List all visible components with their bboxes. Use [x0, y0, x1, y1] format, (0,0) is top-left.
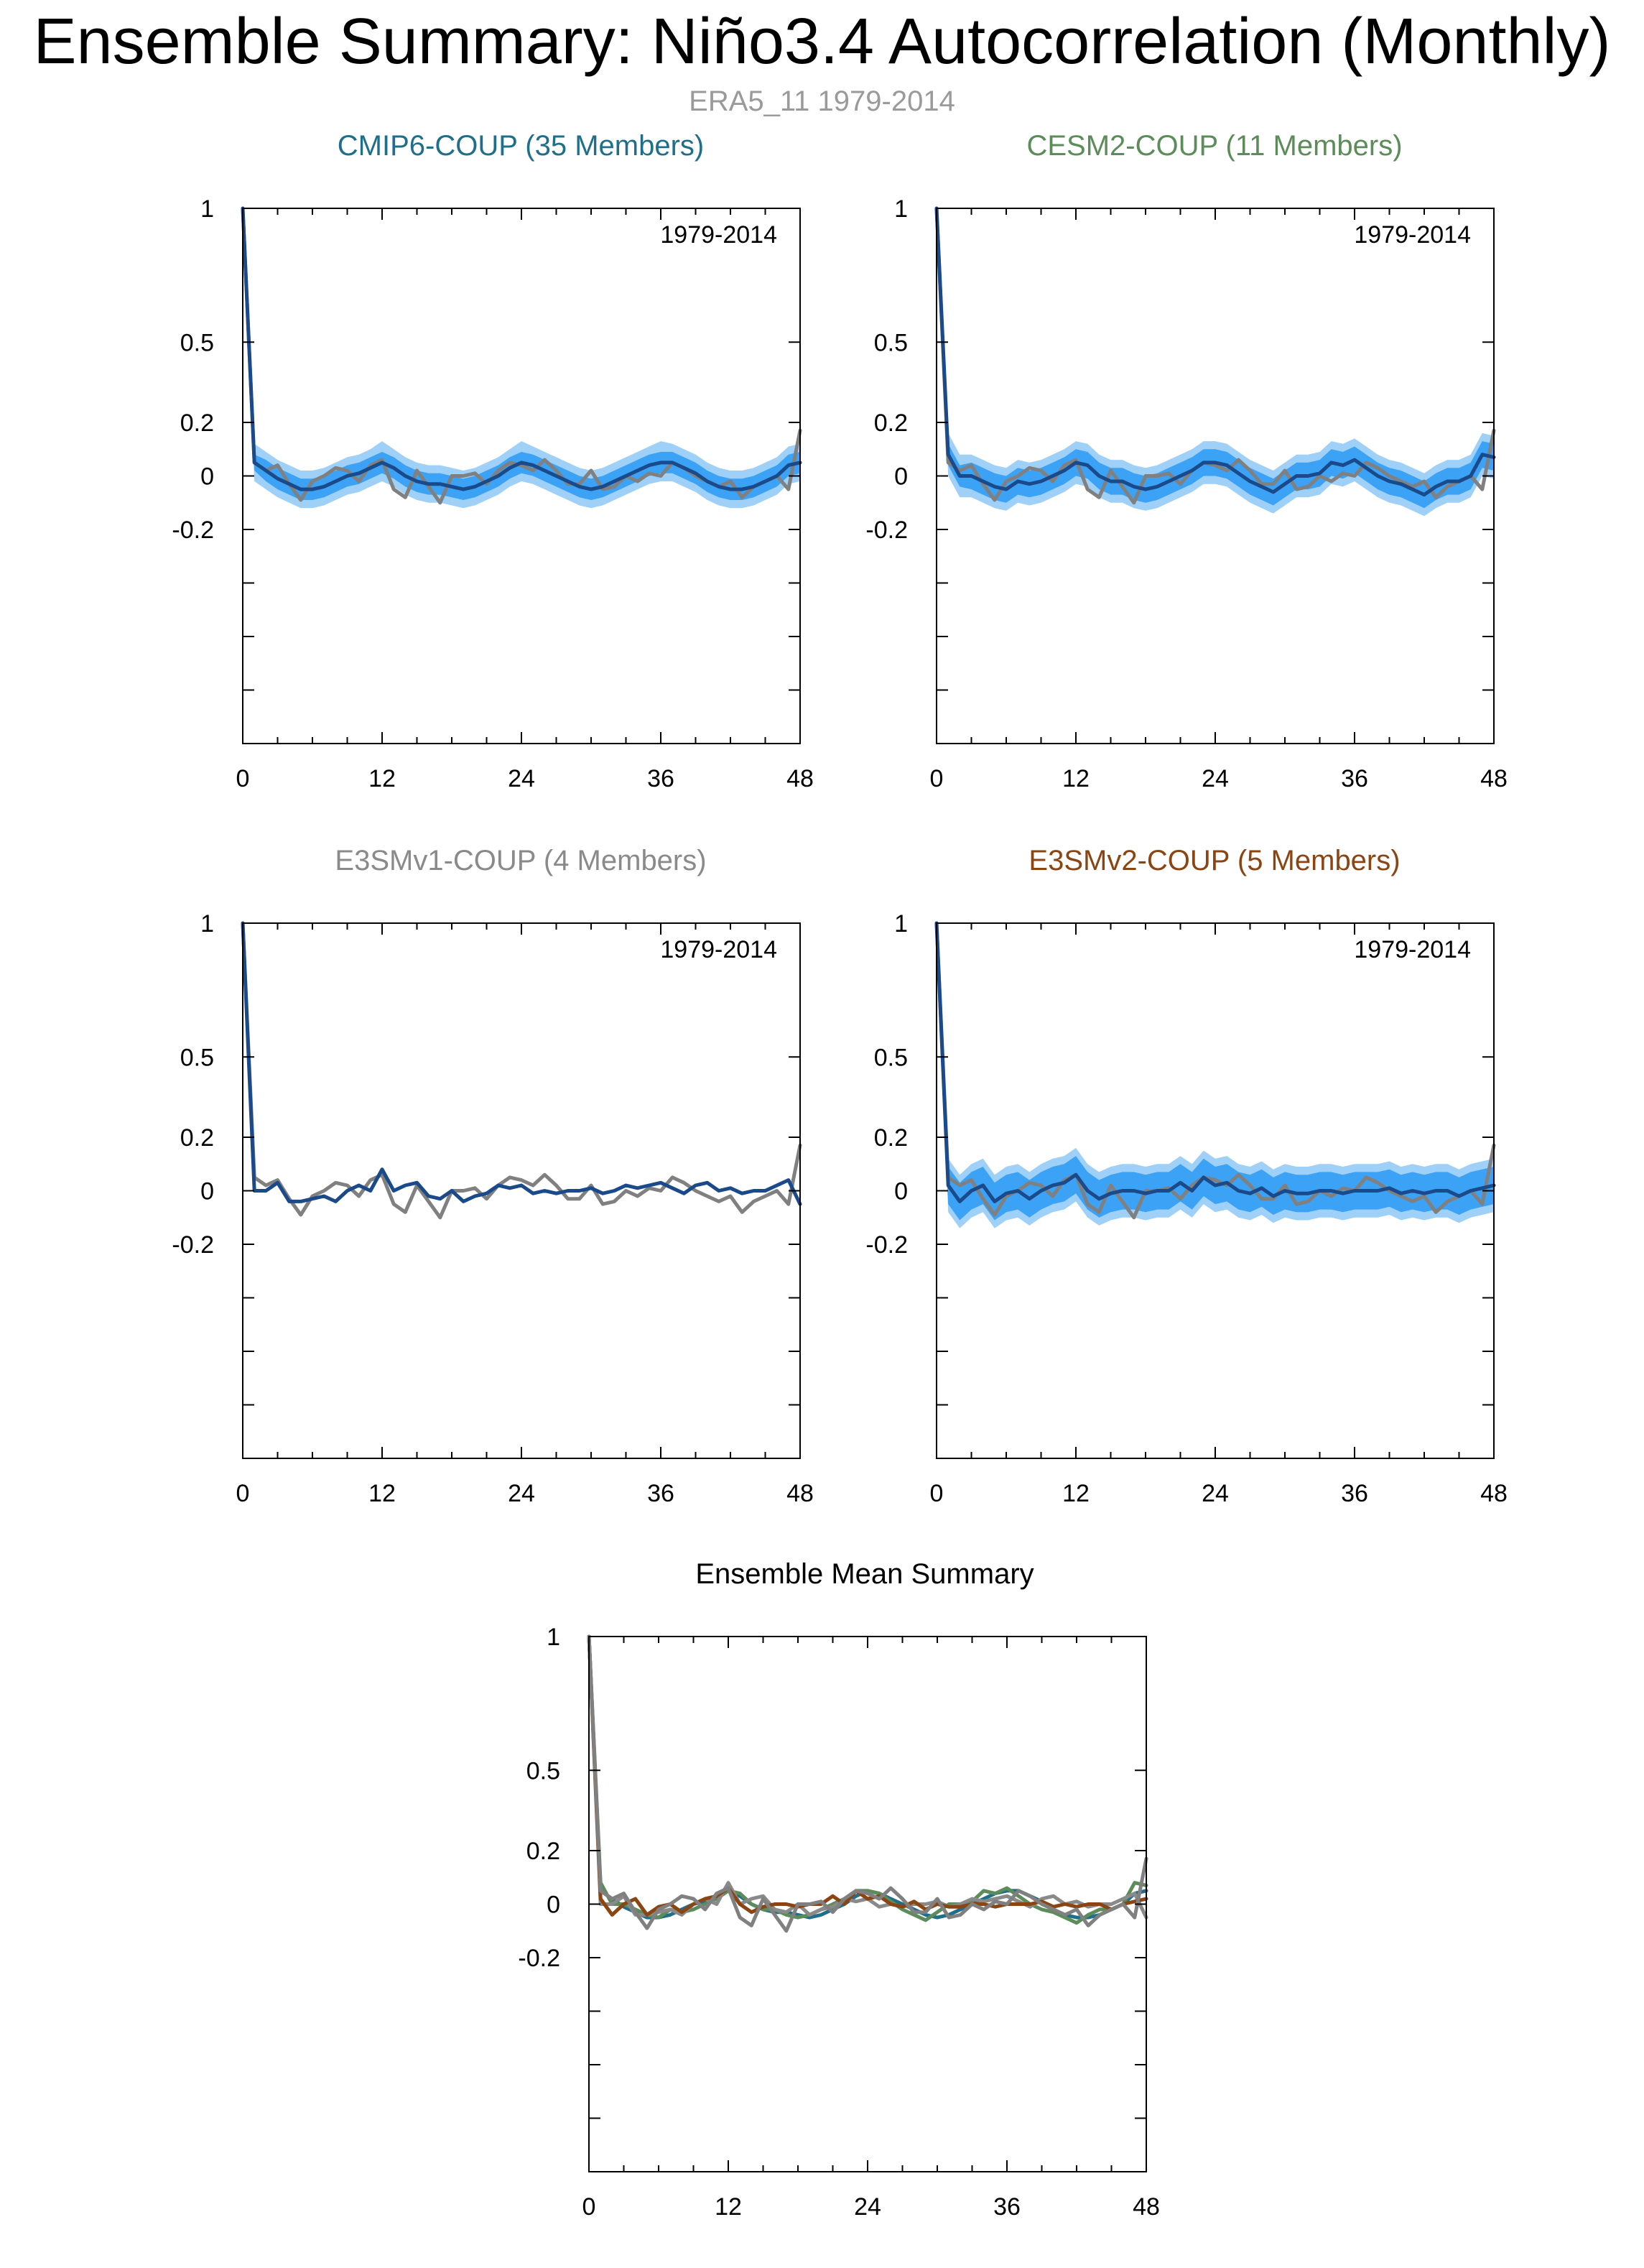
- chart2-x-tick-label: 12: [368, 1480, 396, 1507]
- page-subtitle: ERA5_11 1979-2014: [689, 85, 955, 117]
- chart4-x-tick-label: 24: [854, 2193, 881, 2221]
- chart4-y-tick-label: 0.5: [526, 1757, 560, 1785]
- chart0-x-tick-label: 24: [508, 765, 535, 792]
- chart0-x-tick-label: 12: [368, 765, 396, 792]
- chart0-ensemble-mean-line: [241, 206, 802, 491]
- chart3-y-tick-label: 0.5: [874, 1044, 908, 1071]
- chart1-x-tick-label: 36: [1341, 765, 1368, 792]
- chart4-obs-line: [587, 1634, 1148, 1933]
- chart1-obs-line: [934, 206, 1496, 505]
- chart4-e3smv1-coup-line: [587, 1634, 1148, 1920]
- chart4-y-tick-label: 0.2: [526, 1838, 560, 1865]
- chart0-y-tick-label: 0.2: [180, 409, 214, 437]
- chart1-y-tick-label: -0.2: [865, 517, 908, 544]
- chart1-y-tick-label: 0.5: [874, 329, 908, 356]
- chart4-y-tick-label: 1: [547, 1624, 560, 1651]
- chart1-x-tick-label: 24: [1202, 765, 1229, 792]
- chart4-cmip6-coup-line: [587, 1634, 1148, 1920]
- panel-title-ensemble-mean: Ensemble Mean Summary: [695, 1558, 1034, 1590]
- chart4-x-tick-label: 12: [715, 2193, 742, 2221]
- panel-title-e3smv2: E3SMv2-COUP (5 Members): [1028, 845, 1401, 876]
- chart2-obs-line: [241, 921, 802, 1220]
- chart0-period-label: 1979-2014: [660, 221, 777, 249]
- chart2-y-tick-label: -0.2: [172, 1231, 214, 1259]
- chart1-y-tick-label: 1: [894, 195, 908, 223]
- chart3-spread-band-outer: [937, 923, 1494, 1228]
- chart2-ensemble-mean-line: [241, 921, 802, 1206]
- chart1-spread-band-outer: [937, 208, 1494, 517]
- chart0-x-tick-label: 36: [647, 765, 674, 792]
- chart2-y-tick-label: 0.2: [180, 1124, 214, 1152]
- chart2-y-tick-label: 0.5: [180, 1044, 214, 1071]
- chart0-x-tick-label: 0: [236, 765, 250, 792]
- chart4-cesm2-coup-line: [587, 1634, 1148, 1925]
- chart1-x-tick-label: 48: [1480, 765, 1508, 792]
- chart0-y-tick-label: -0.2: [172, 517, 214, 544]
- chart3-x-tick-label: 48: [1480, 1480, 1508, 1507]
- chart2-period-label: 1979-2014: [660, 936, 777, 963]
- chart3-x-tick-label: 0: [930, 1480, 944, 1507]
- chart1-y-tick-label: 0: [894, 463, 908, 491]
- chart3-ensemble-mean-line: [934, 921, 1496, 1203]
- chart3-y-tick-label: 0.2: [874, 1124, 908, 1152]
- chart2-y-tick-label: 1: [200, 910, 214, 938]
- chart3-x-tick-label: 24: [1202, 1480, 1229, 1507]
- chart3-y-tick-label: -0.2: [865, 1231, 908, 1259]
- panel-title-e3smv1: E3SMv1-COUP (4 Members): [335, 845, 707, 876]
- chart2-y-tick-label: 0: [200, 1178, 214, 1205]
- chart2-x-tick-label: 0: [236, 1480, 250, 1507]
- chart4-x-tick-label: 36: [993, 2193, 1021, 2221]
- chart0-y-tick-label: 0: [200, 463, 214, 491]
- chart2-x-tick-label: 48: [786, 1480, 814, 1507]
- chart0-y-tick-label: 1: [200, 195, 214, 223]
- chart3-obs-line: [934, 921, 1496, 1220]
- chart4-y-tick-label: -0.2: [518, 1945, 560, 1972]
- chart2-x-tick-label: 24: [508, 1480, 535, 1507]
- chart4-x-tick-label: 48: [1133, 2193, 1160, 2221]
- chart1-x-tick-label: 12: [1062, 765, 1090, 792]
- chart4-y-tick-label: 0: [547, 1892, 560, 1919]
- chart3-x-tick-label: 36: [1341, 1480, 1368, 1507]
- chart3-y-tick-label: 0: [894, 1178, 908, 1205]
- chart1-x-tick-label: 0: [930, 765, 944, 792]
- chart0-y-tick-label: 0.5: [180, 329, 214, 356]
- chart1-spread-band-inner: [937, 208, 1494, 509]
- panel-title-cmip6: CMIP6-COUP (35 Members): [337, 130, 705, 162]
- panel-title-cesm2: CESM2-COUP (11 Members): [1026, 130, 1403, 162]
- chart1-ensemble-mean-line: [934, 206, 1496, 497]
- chart3-period-label: 1979-2014: [1354, 936, 1471, 963]
- chart3-y-tick-label: 1: [894, 910, 908, 938]
- chart3-x-tick-label: 12: [1062, 1480, 1090, 1507]
- chart1-y-tick-label: 0.2: [874, 409, 908, 437]
- chart1-period-label: 1979-2014: [1354, 221, 1471, 249]
- page-title: Ensemble Summary: Niño3.4 Autocorrelatio…: [33, 6, 1611, 78]
- chart4-x-tick-label: 0: [582, 2193, 596, 2221]
- chart0-x-tick-label: 48: [786, 765, 814, 792]
- chart4-e3smv2-coup-line: [587, 1634, 1148, 1917]
- chart2-x-tick-label: 36: [647, 1480, 674, 1507]
